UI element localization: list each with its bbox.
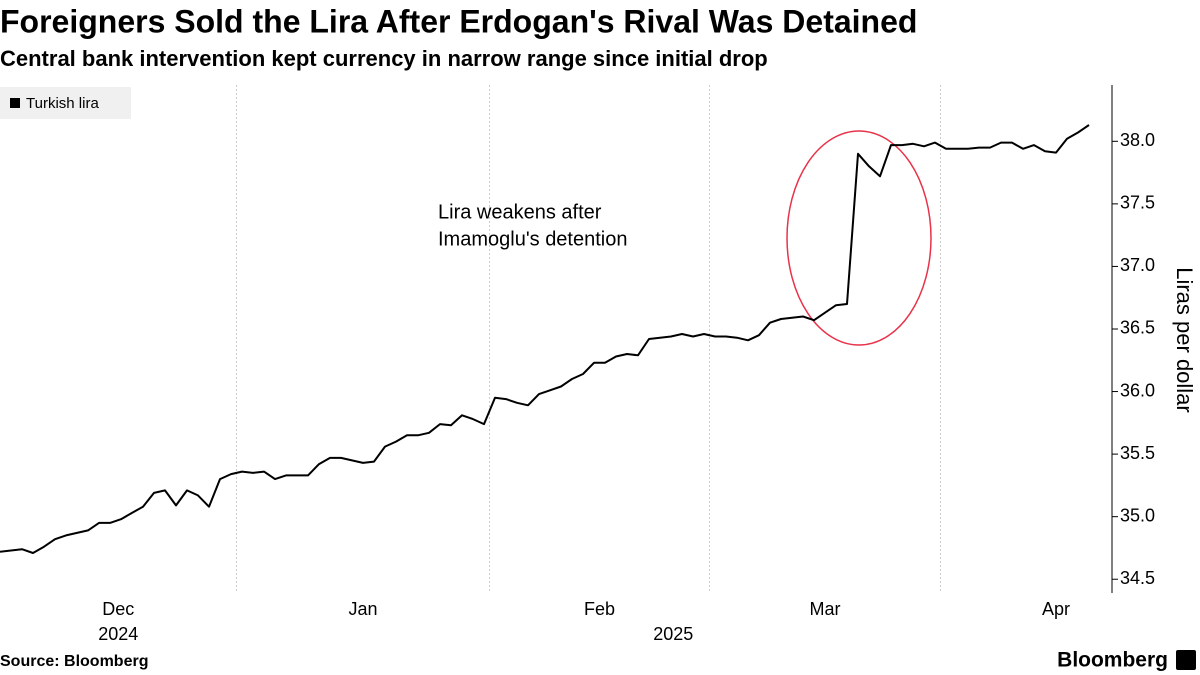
- chart-subtitle: Central bank intervention kept currency …: [0, 46, 768, 71]
- x-tick-label: Dec: [102, 599, 134, 619]
- y-tick-label: 38.0: [1120, 130, 1155, 150]
- y-axis-label: Liras per dollar: [1172, 267, 1197, 413]
- x-tick-label: Feb: [584, 599, 615, 619]
- annotation-ellipse: [786, 130, 932, 346]
- annotation: Lira weakens after: [438, 201, 602, 223]
- y-tick-label: 36.5: [1120, 318, 1155, 338]
- y-tick-label: 34.5: [1120, 568, 1155, 588]
- x-group-label: 2025: [653, 624, 693, 644]
- x-group-label: 2024: [98, 624, 138, 644]
- x-tick-label: Apr: [1042, 599, 1070, 619]
- brand-icon: [1176, 650, 1196, 670]
- x-tick-label: Jan: [348, 599, 377, 619]
- annotation: Imamoglu's detention: [438, 228, 627, 250]
- legend-label: Turkish lira: [26, 95, 99, 112]
- y-tick-label: 36.0: [1120, 380, 1155, 400]
- y-tick-label: 37.0: [1120, 255, 1155, 275]
- y-tick-label: 37.5: [1120, 193, 1155, 213]
- y-tick-label: 35.0: [1120, 505, 1155, 525]
- legend-box: [0, 87, 131, 119]
- source: Source: Bloomberg: [0, 653, 148, 670]
- y-tick-label: 35.5: [1120, 443, 1155, 463]
- brand: Bloomberg: [1057, 649, 1168, 672]
- chart-title: Foreigners Sold the Lira After Erdogan's…: [0, 3, 917, 39]
- legend-swatch: [10, 98, 20, 108]
- x-tick-label: Mar: [810, 599, 841, 619]
- line: [0, 124, 1090, 554]
